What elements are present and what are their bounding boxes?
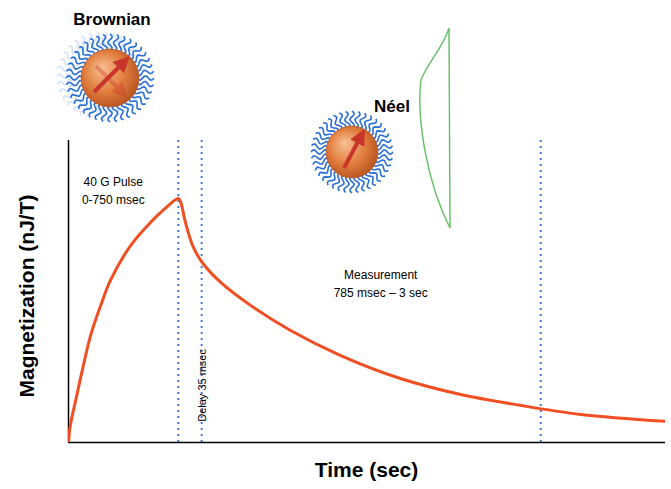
svg-text:40 G Pulse0-750 msec: 40 G Pulse0-750 msec <box>82 175 145 208</box>
svg-text:Time (sec): Time (sec) <box>315 458 419 481</box>
svg-text:Delay 35 msec: Delay 35 msec <box>196 349 208 422</box>
svg-text:Measurement785 msec – 3 sec: Measurement785 msec – 3 sec <box>334 268 428 301</box>
svg-text:Brownian: Brownian <box>73 10 150 29</box>
svg-text:Néel: Néel <box>374 97 410 116</box>
svg-text:Magnetization (nJ/T): Magnetization (nJ/T) <box>15 195 38 398</box>
